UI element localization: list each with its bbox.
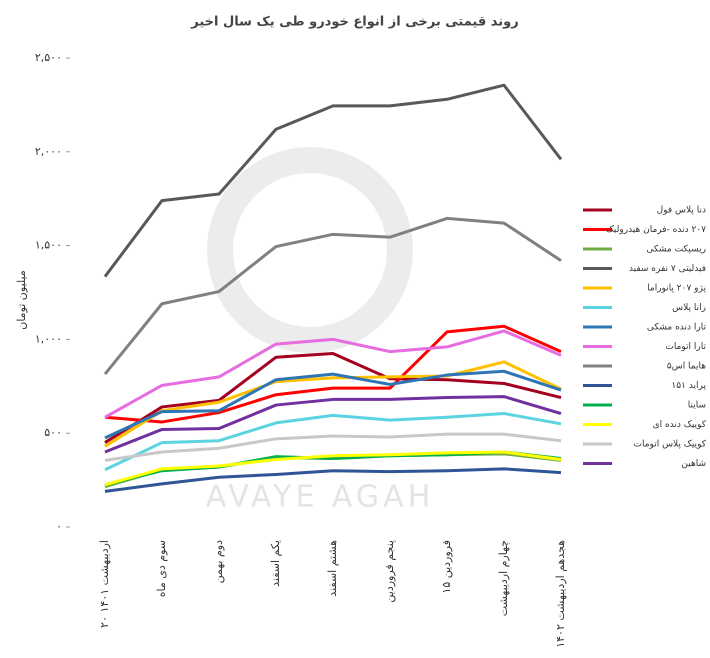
chart-title: روند قیمتی برخی از انواع خودرو طی یک سال… xyxy=(190,15,518,30)
x-tick-label: سوم دی ماه xyxy=(155,540,168,597)
series-line xyxy=(104,395,562,454)
y-tick-label: ۰ xyxy=(56,520,62,533)
watermark-logo xyxy=(207,147,413,353)
x-tick-label: هجدهم اردیبهشت ۱۴۰۲ xyxy=(554,540,567,648)
watermark: AVAYE AGAH xyxy=(206,480,435,515)
legend-label: پژو ۲۰۷ پانوراما xyxy=(647,284,706,294)
legend-label: پراید ۱۵۱ xyxy=(671,381,706,391)
series-line xyxy=(104,329,562,419)
y-tick-label: ۲,۵۰۰ xyxy=(35,51,62,64)
series-line xyxy=(104,324,562,424)
legend-label: تارا اتومات xyxy=(665,342,706,352)
legend-label: کوییک دنده ای xyxy=(653,420,707,430)
series-line xyxy=(104,412,562,472)
x-tick-label: چهارم اردیبهشت xyxy=(497,540,510,616)
legend-label: کوییک پلاس اتومات xyxy=(634,440,707,450)
y-tick-label: ۱,۰۰۰ xyxy=(35,332,62,345)
x-tick-label: دوم بهمن xyxy=(212,540,225,583)
legend-label: تارا دنده مشکی xyxy=(647,323,707,333)
legend-label: فیدلیتی ۷ نفره سفید xyxy=(629,264,706,274)
series-line xyxy=(104,467,562,493)
legend-label: شاهین xyxy=(681,459,706,469)
y-tick-label: ۵۰۰ xyxy=(44,426,62,439)
series-line xyxy=(104,432,562,462)
series-line xyxy=(104,450,562,487)
legend-label: ساینا xyxy=(688,401,706,411)
series-line xyxy=(103,83,563,278)
series-line xyxy=(103,216,562,376)
x-tick-label: هشتم اسفند xyxy=(326,540,339,597)
legend-label: هایما اس۵ xyxy=(667,362,706,372)
y-tick-label: ۲,۰۰۰ xyxy=(35,145,62,158)
legend-label: رانا پلاس xyxy=(672,303,706,313)
series-line xyxy=(104,360,562,448)
x-tick-label: ۲۰ اردیبهشت ۱۴۰۱ xyxy=(98,540,111,628)
series-line xyxy=(104,351,562,444)
y-tick-label: ۱,۵۰۰ xyxy=(35,239,62,252)
legend-label: ریسپکت مشکی xyxy=(646,245,706,255)
legend-label: ۲۰۷ دنده -فرمان هیدرولیک xyxy=(606,225,706,235)
x-tick-label: پنجم فروردین xyxy=(383,540,396,603)
series-line xyxy=(104,369,562,440)
x-tick-label: ۱۵ فروردین xyxy=(440,540,453,594)
y-axis-label: میلیون تومان xyxy=(15,270,28,330)
legend-label: دنا پلاس فول xyxy=(657,206,706,216)
x-tick-label: یکم اسفند xyxy=(269,540,282,587)
